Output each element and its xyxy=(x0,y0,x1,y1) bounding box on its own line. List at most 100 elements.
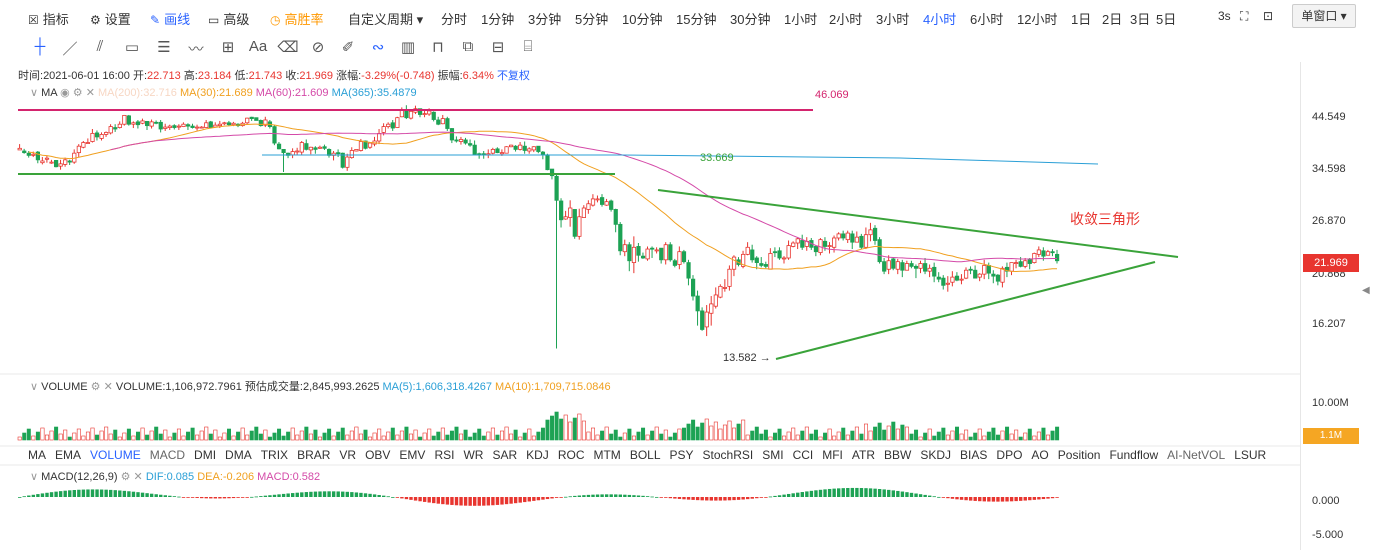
indicator-tab-ai-netvol[interactable]: AI-NetVOL xyxy=(1167,448,1226,462)
candle-body xyxy=(913,265,919,269)
wave-icon[interactable]: 〰 xyxy=(188,41,204,58)
collapse-panel-icon[interactable]: ◀ xyxy=(1362,285,1370,296)
settings-button[interactable]: ⚙ 设置 xyxy=(90,9,131,28)
text-tool[interactable]: Aa xyxy=(248,38,268,55)
brush-icon[interactable]: ✐ xyxy=(341,39,355,56)
indicator-tab-wr[interactable]: WR xyxy=(463,448,484,462)
indicator-tab-roc[interactable]: ROC xyxy=(557,448,585,462)
indicator-tab-cci[interactable]: CCI xyxy=(792,448,814,462)
price-axis[interactable]: 44.549 34.598 26.870 20.868 16.207 21.96… xyxy=(1300,62,1376,550)
macd-bar xyxy=(304,492,309,497)
period-8[interactable]: 2小时 xyxy=(829,12,863,27)
period-4[interactable]: 10分钟 xyxy=(622,12,663,27)
period-12[interactable]: 12小时 xyxy=(1017,12,1058,27)
period-15[interactable]: 3日 xyxy=(1130,12,1151,27)
indicator-tab-kdj[interactable]: KDJ xyxy=(526,448,549,462)
period-7[interactable]: 1小时 xyxy=(784,12,818,27)
screenshot-icon[interactable]: ⊡ xyxy=(1263,9,1274,23)
indicator-tab-obv[interactable]: OBV xyxy=(365,448,391,462)
indicator-tab-sar[interactable]: SAR xyxy=(492,448,518,462)
period-5[interactable]: 15分钟 xyxy=(676,12,717,27)
rectangle-icon[interactable]: ▭ xyxy=(124,39,140,56)
advanced-button[interactable]: ▭ 高级 xyxy=(208,9,249,28)
fib-icon[interactable]: ☰ xyxy=(157,39,171,56)
indicator-tab-ema[interactable]: EMA xyxy=(55,448,82,462)
macd-bar xyxy=(463,497,468,506)
trend-line-icon[interactable]: ／ xyxy=(62,41,78,58)
volume-bar xyxy=(176,428,181,441)
indicator-tab-position[interactable]: Position xyxy=(1057,448,1101,462)
indicator-tab-brar[interactable]: BRAR xyxy=(297,448,331,462)
gear-icon[interactable]: ⚙ xyxy=(120,471,131,483)
indicator-tab-dmi[interactable]: DMI xyxy=(194,448,217,462)
indicator-tab-mtm[interactable]: MTM xyxy=(593,448,621,462)
period-0[interactable]: 分时 xyxy=(441,12,468,27)
measure-icon[interactable]: ⊞ xyxy=(221,39,235,56)
period-1[interactable]: 1分钟 xyxy=(481,12,515,27)
period-11[interactable]: 6小时 xyxy=(970,12,1004,27)
gear-icon[interactable]: ⚙ xyxy=(72,87,83,99)
indicator-tab-smi[interactable]: SMI xyxy=(762,448,784,462)
indicator-tab-ao[interactable]: AO xyxy=(1031,448,1049,462)
indicator-tab-emv[interactable]: EMV xyxy=(399,448,426,462)
refresh-interval[interactable]: 3s xyxy=(1218,9,1231,23)
period-16[interactable]: 5日 xyxy=(1156,12,1177,27)
indicator-tab-macd[interactable]: MACD xyxy=(149,448,186,462)
window-mode-dropdown[interactable]: 单窗口 ▾ xyxy=(1292,4,1356,28)
magnet-icon[interactable]: ∾ xyxy=(371,39,385,56)
period-10[interactable]: 4小时 xyxy=(923,12,957,27)
collapse-chevron-icon[interactable]: ∨ xyxy=(30,381,39,393)
parallel-channel-icon[interactable]: ⫽ xyxy=(96,38,104,55)
winrate-button[interactable]: ◷ 高胜率 xyxy=(270,9,324,28)
period-2[interactable]: 3分钟 xyxy=(528,12,562,27)
period-6[interactable]: 30分钟 xyxy=(730,12,771,27)
indicator-tab-rsi[interactable]: RSI xyxy=(434,448,455,462)
period-14[interactable]: 2日 xyxy=(1102,12,1123,27)
indicator-tab-fundflow[interactable]: Fundflow xyxy=(1109,448,1159,462)
macd-bar xyxy=(277,494,281,497)
indicator-tab-stochrsi[interactable]: StochRSI xyxy=(702,448,754,462)
indicator-tab-dma[interactable]: DMA xyxy=(225,448,252,462)
custom-period-dropdown[interactable]: 自定义周期 ▾ xyxy=(348,12,424,27)
period-9[interactable]: 3小时 xyxy=(876,12,910,27)
eye-icon[interactable]: ◉ xyxy=(60,87,70,99)
indicator-tab-lsur[interactable]: LSUR xyxy=(1234,448,1267,462)
hide-icon[interactable]: ⊘ xyxy=(311,39,325,56)
indicator-tab-volume[interactable]: VOLUME xyxy=(90,448,141,462)
crosshair-icon[interactable]: ┼ xyxy=(34,38,46,55)
volume-bar xyxy=(618,436,623,441)
indicator-tab-psy[interactable]: PSY xyxy=(669,448,694,462)
copy-icon[interactable]: ⧉ xyxy=(462,38,474,55)
period-13[interactable]: 1日 xyxy=(1071,12,1092,27)
close-icon[interactable]: ✕ xyxy=(133,471,143,483)
indicator-tab-dpo[interactable]: DPO xyxy=(996,448,1023,462)
candle-body xyxy=(76,145,81,154)
indicator-tab-mfi[interactable]: MFI xyxy=(822,448,843,462)
draw-button[interactable]: ✎ 画线 xyxy=(150,9,190,28)
indicator-tab-bbw[interactable]: BBW xyxy=(884,448,912,462)
collapse-chevron-icon[interactable]: ∨ xyxy=(30,87,39,99)
indicator-tab-trix[interactable]: TRIX xyxy=(260,448,289,462)
bars-icon[interactable]: ▥ xyxy=(400,39,416,56)
eraser-icon[interactable]: ⌫ xyxy=(277,39,299,56)
indicator-tab-bias[interactable]: BIAS xyxy=(960,448,988,462)
indicator-tab-boll[interactable]: BOLL xyxy=(629,448,661,462)
gear-icon[interactable]: ⚙ xyxy=(90,381,101,393)
period-3[interactable]: 5分钟 xyxy=(575,12,609,27)
indicator-tab-atr[interactable]: ATR xyxy=(851,448,876,462)
indicator-tab-ma[interactable]: MA xyxy=(28,448,46,462)
settings-template-icon[interactable]: ⊟ xyxy=(491,39,505,56)
indicator-tab-vr[interactable]: VR xyxy=(339,448,357,462)
candle-body xyxy=(868,229,873,236)
lock-icon[interactable]: ⊓ xyxy=(432,39,444,56)
indicator-tab-skdj[interactable]: SKDJ xyxy=(920,448,952,462)
trash-icon[interactable]: ⌸ xyxy=(523,38,533,55)
close-icon[interactable]: ✕ xyxy=(85,87,95,99)
close-icon[interactable]: ✕ xyxy=(103,381,113,393)
candle-body xyxy=(495,148,500,154)
indicators-button[interactable]: ☒ 指标 xyxy=(28,9,69,28)
chart-canvas[interactable] xyxy=(0,62,1300,550)
collapse-chevron-icon[interactable]: ∨ xyxy=(30,471,39,483)
adjust-link[interactable]: 不复权 xyxy=(496,70,530,82)
fullscreen-icon[interactable]: ⛶ xyxy=(1240,9,1249,23)
